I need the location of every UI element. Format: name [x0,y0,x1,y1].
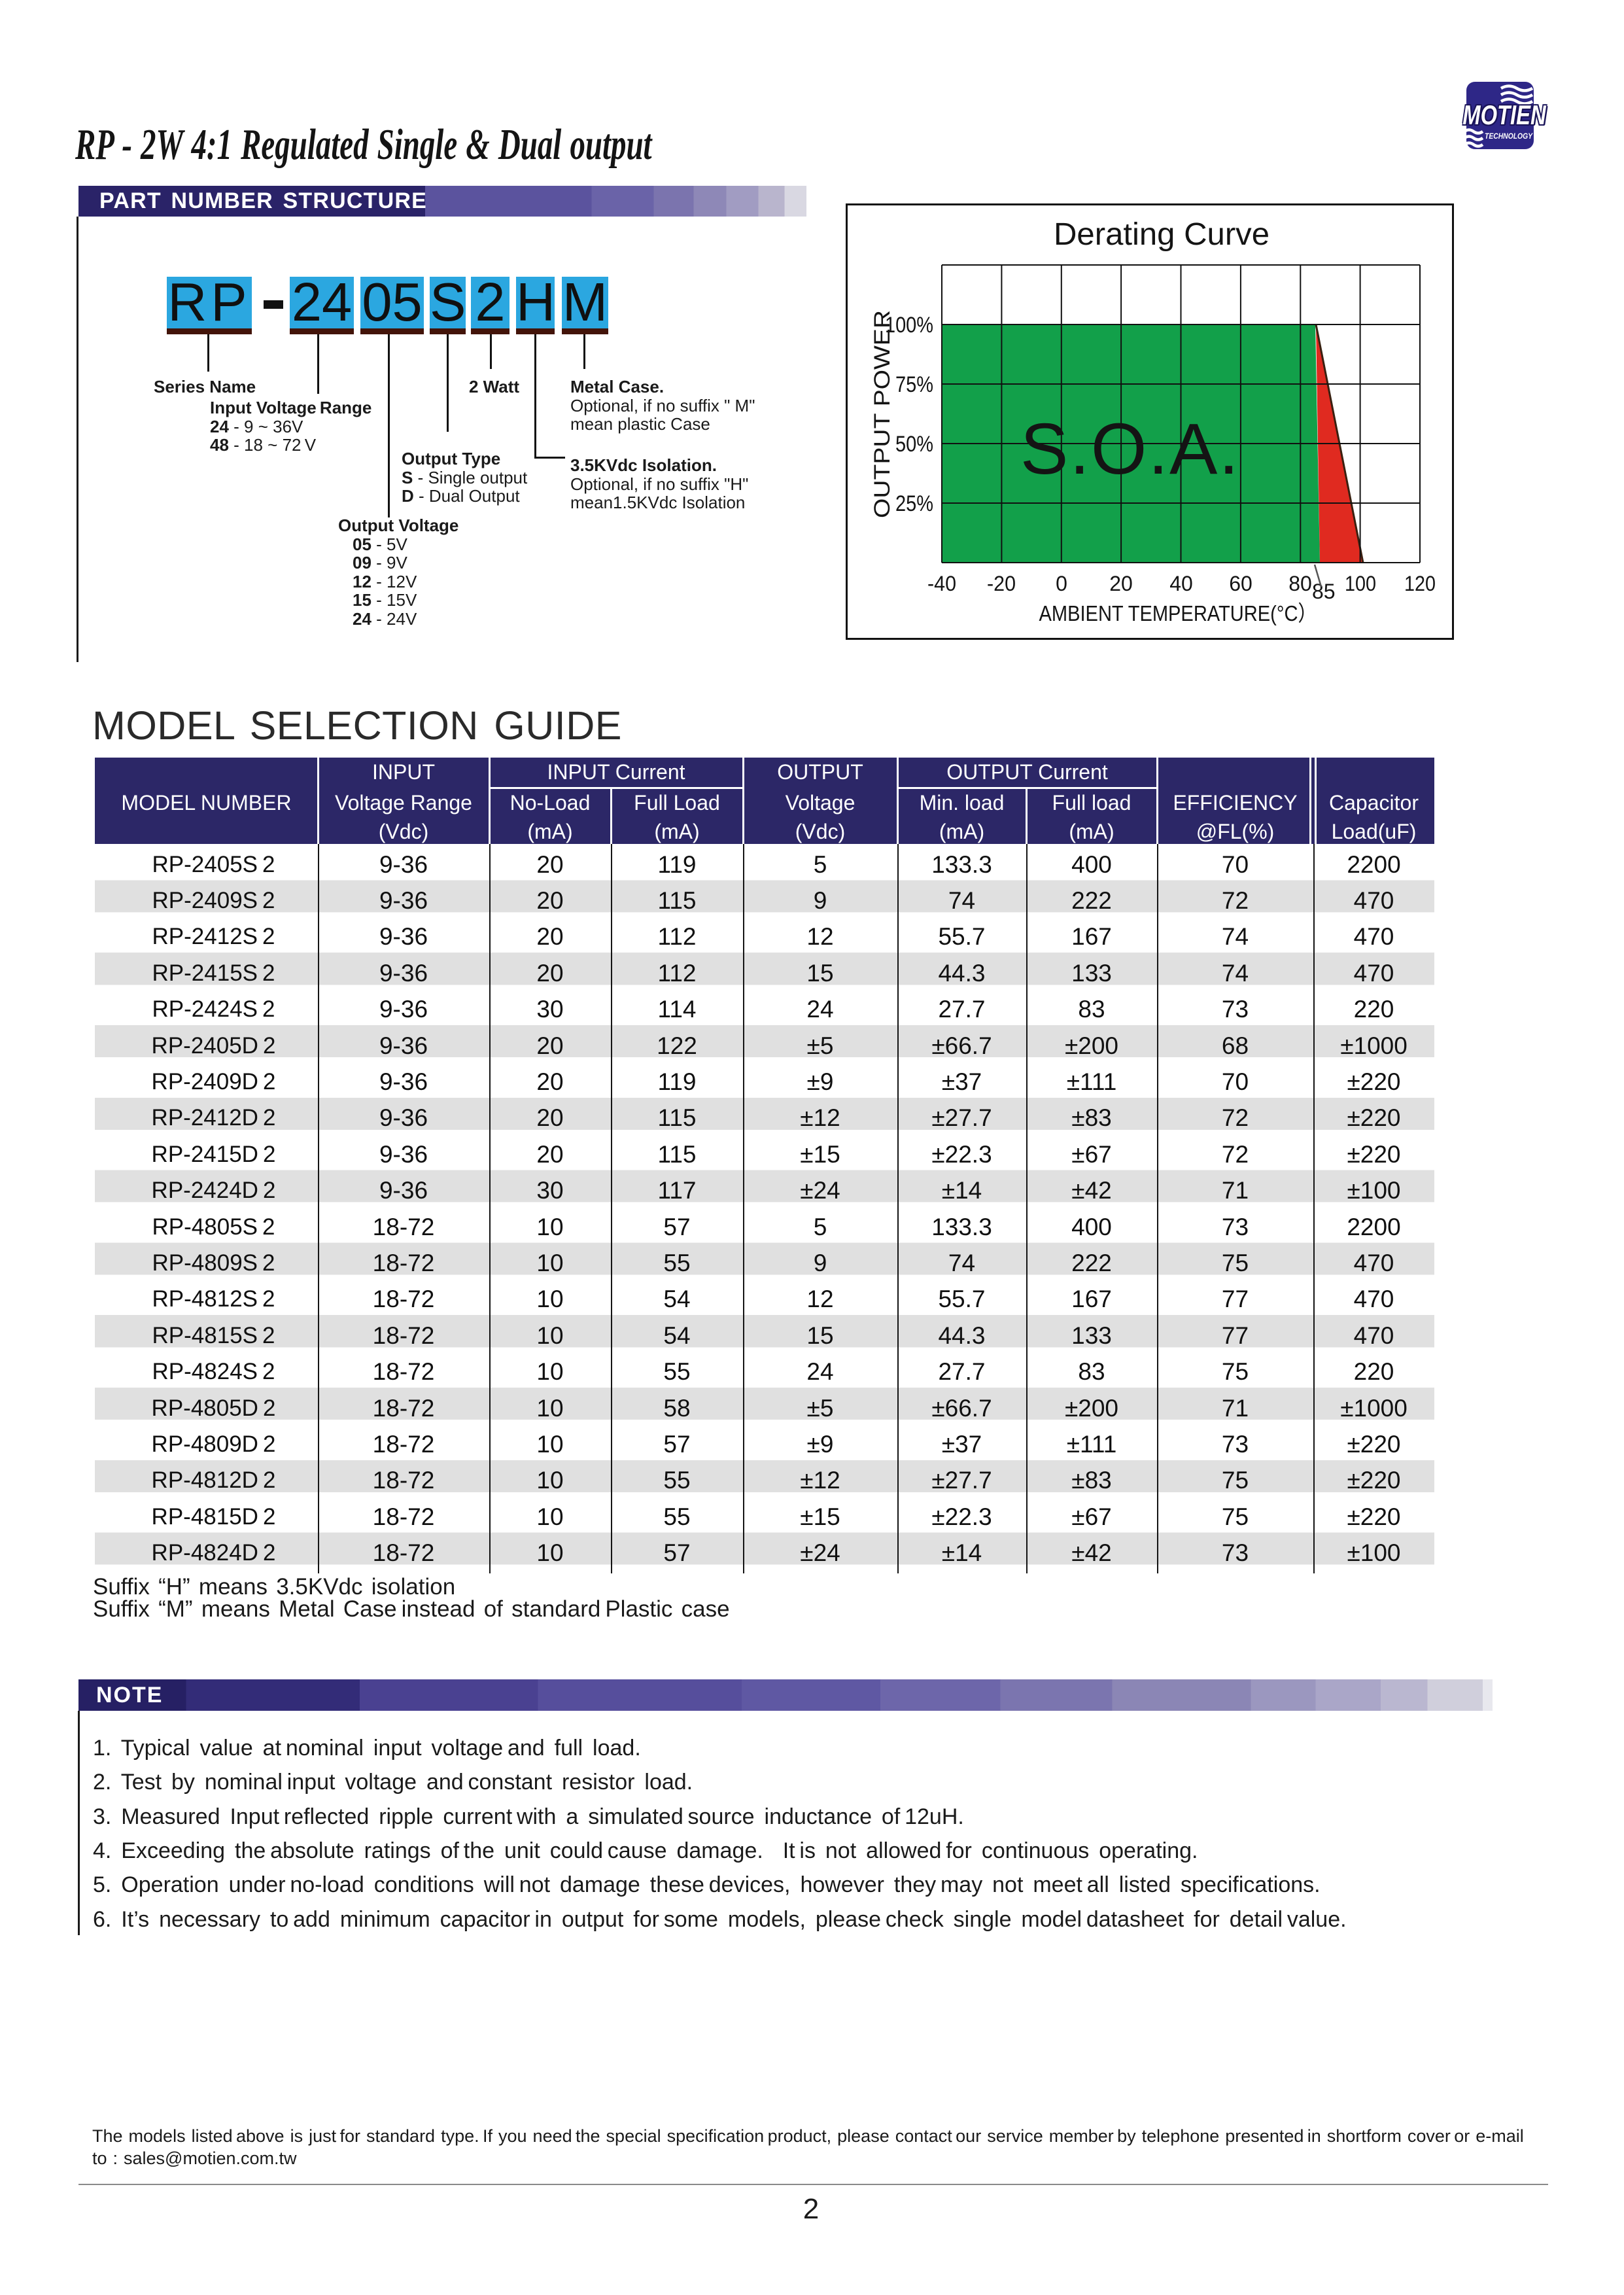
svg-text:OUTPUT POWER: OUTPUT POWER [870,310,895,518]
svg-text:40: 40 [1169,572,1193,595]
svg-text:100: 100 [1345,572,1376,595]
svg-text:50%: 50% [895,432,933,457]
svg-text:100%: 100% [885,313,933,338]
svg-text:AMBIENT TEMPERATURE(°C）: AMBIENT TEMPERATURE(°C） [1039,601,1317,625]
svg-text:80: 80 [1288,572,1312,595]
svg-text:85: 85 [1312,580,1336,603]
svg-text:Derating Curve: Derating Curve [1054,217,1270,252]
svg-text:25%: 25% [895,491,933,516]
svg-text:0: 0 [1056,572,1067,595]
svg-text:75%: 75% [895,372,933,397]
svg-text:120: 120 [1404,572,1436,595]
svg-text:S.O.A.: S.O.A. [1020,409,1240,489]
svg-text:20: 20 [1109,572,1133,595]
svg-text:-20: -20 [987,572,1016,595]
svg-text:60: 60 [1229,572,1253,595]
svg-text:-40: -40 [927,572,956,595]
